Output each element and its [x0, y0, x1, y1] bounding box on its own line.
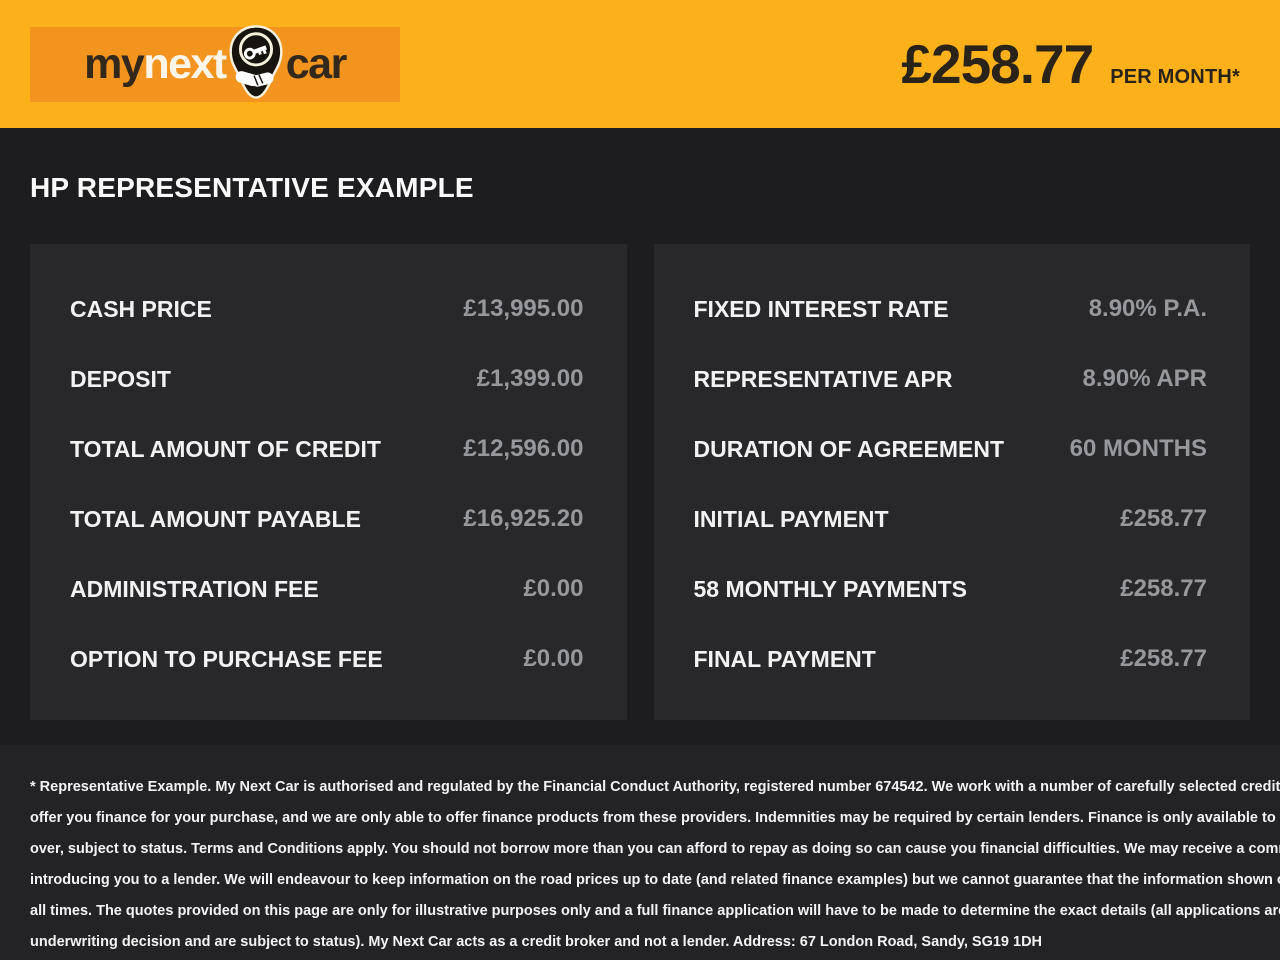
finance-row: 58 MONTHLY PAYMENTS £258.77: [694, 554, 1208, 624]
monthly-price-group: £258.77 PER MONTH*: [901, 32, 1240, 95]
disclaimer-line: offer you finance for your purchase, and…: [30, 810, 1280, 826]
finance-row-value: £0.00: [523, 575, 584, 602]
finance-row-label: DURATION OF AGREEMENT: [693, 435, 1005, 462]
finance-row-label: DEPOSIT: [70, 365, 171, 392]
finance-row-label: TOTAL AMOUNT PAYABLE: [70, 505, 361, 532]
logo-word-next: next: [143, 39, 227, 88]
monthly-price-suffix: PER MONTH*: [1110, 65, 1240, 88]
finance-row-value: £258.77: [1120, 505, 1207, 532]
finance-row: REPRESENTATIVE APR 8.90% APR: [694, 344, 1208, 414]
finance-row-value: 8.90% APR: [1082, 365, 1208, 392]
finance-row-label: CASH PRICE: [70, 295, 212, 322]
finance-row-value: £1,399.00: [476, 365, 584, 392]
disclaimer-section: * Representative Example. My Next Car is…: [0, 745, 1280, 960]
finance-row-value: 60 MONTHS: [1069, 435, 1207, 462]
main-section: HP REPRESENTATIVE EXAMPLE CASH PRICE £13…: [0, 128, 1280, 745]
finance-row-value: £12,596.00: [463, 435, 584, 462]
finance-row-label: REPRESENTATIVE APR: [693, 365, 953, 392]
logo-word-my: my: [84, 39, 145, 88]
finance-row: DEPOSIT £1,399.00: [70, 344, 584, 414]
finance-row-label: FIXED INTEREST RATE: [693, 295, 949, 322]
disclaimer-line: over, subject to status. Terms and Condi…: [30, 841, 1280, 857]
disclaimer-line: all times. The quotes provided on this p…: [30, 903, 1280, 919]
finance-panels: CASH PRICE £13,995.00 DEPOSIT £1,399.00 …: [30, 244, 1250, 720]
finance-panel-left: CASH PRICE £13,995.00 DEPOSIT £1,399.00 …: [30, 244, 627, 720]
header-bar: my next car £258: [0, 0, 1280, 128]
finance-row-label: FINAL PAYMENT: [693, 645, 876, 672]
page-title: HP REPRESENTATIVE EXAMPLE: [30, 172, 474, 203]
logo-word-car: car: [285, 39, 348, 88]
finance-row: OPTION TO PURCHASE FEE £0.00: [70, 624, 584, 694]
finance-row-value: £13,995.00: [463, 295, 584, 322]
finance-row: ADMINISTRATION FEE £0.00: [70, 554, 584, 624]
finance-row-value: £258.77: [1120, 645, 1207, 672]
disclaimer-line: underwriting decision and are subject to…: [30, 934, 1043, 950]
finance-row-label: OPTION TO PURCHASE FEE: [70, 645, 383, 672]
finance-row: TOTAL AMOUNT OF CREDIT £12,596.00: [70, 414, 584, 484]
finance-row-label: TOTAL AMOUNT OF CREDIT: [70, 435, 381, 462]
handshake-key-badge-icon: [227, 24, 285, 104]
finance-row-label: ADMINISTRATION FEE: [70, 575, 319, 602]
finance-row: CASH PRICE £13,995.00: [70, 274, 584, 344]
finance-row-value: £0.00: [523, 645, 584, 672]
finance-row: INITIAL PAYMENT £258.77: [694, 484, 1208, 554]
monthly-price: £258.77: [901, 32, 1094, 95]
finance-row-value: 8.90% P.A.: [1088, 295, 1207, 322]
disclaimer-line: introducing you to a lender. We will end…: [30, 872, 1280, 888]
finance-row-label: INITIAL PAYMENT: [693, 505, 889, 532]
finance-row-value: £258.77: [1120, 575, 1207, 602]
finance-row: DURATION OF AGREEMENT 60 MONTHS: [694, 414, 1208, 484]
finance-row: FINAL PAYMENT £258.77: [694, 624, 1208, 694]
finance-row: FIXED INTEREST RATE 8.90% P.A.: [694, 274, 1208, 344]
finance-row-label: 58 MONTHLY PAYMENTS: [693, 575, 968, 602]
finance-panel-right: FIXED INTEREST RATE 8.90% P.A. REPRESENT…: [653, 244, 1250, 720]
disclaimer-line: * Representative Example. My Next Car is…: [30, 779, 1280, 795]
finance-row: TOTAL AMOUNT PAYABLE £16,925.20: [70, 484, 584, 554]
my-next-car-logo[interactable]: my next car: [30, 24, 400, 104]
finance-row-value: £16,925.20: [463, 505, 584, 532]
